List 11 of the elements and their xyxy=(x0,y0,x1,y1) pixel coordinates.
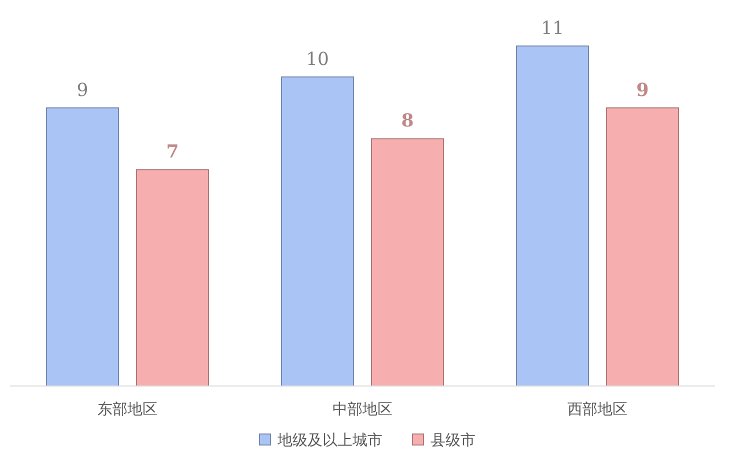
data-label: 10 xyxy=(306,48,329,70)
x-tick-label: 西部地区 xyxy=(568,400,628,418)
x-tick-label: 东部地区 xyxy=(98,400,158,418)
data-label: 7 xyxy=(166,142,179,163)
legend-label: 地级及以上城市 xyxy=(276,431,382,449)
data-label: 11 xyxy=(541,18,564,39)
x-tick-label: 中部地区 xyxy=(332,400,392,418)
data-label: 9 xyxy=(76,80,88,101)
data-label: 8 xyxy=(401,110,414,132)
legend-label: 县级市 xyxy=(430,431,476,449)
data-label: 9 xyxy=(636,80,649,101)
